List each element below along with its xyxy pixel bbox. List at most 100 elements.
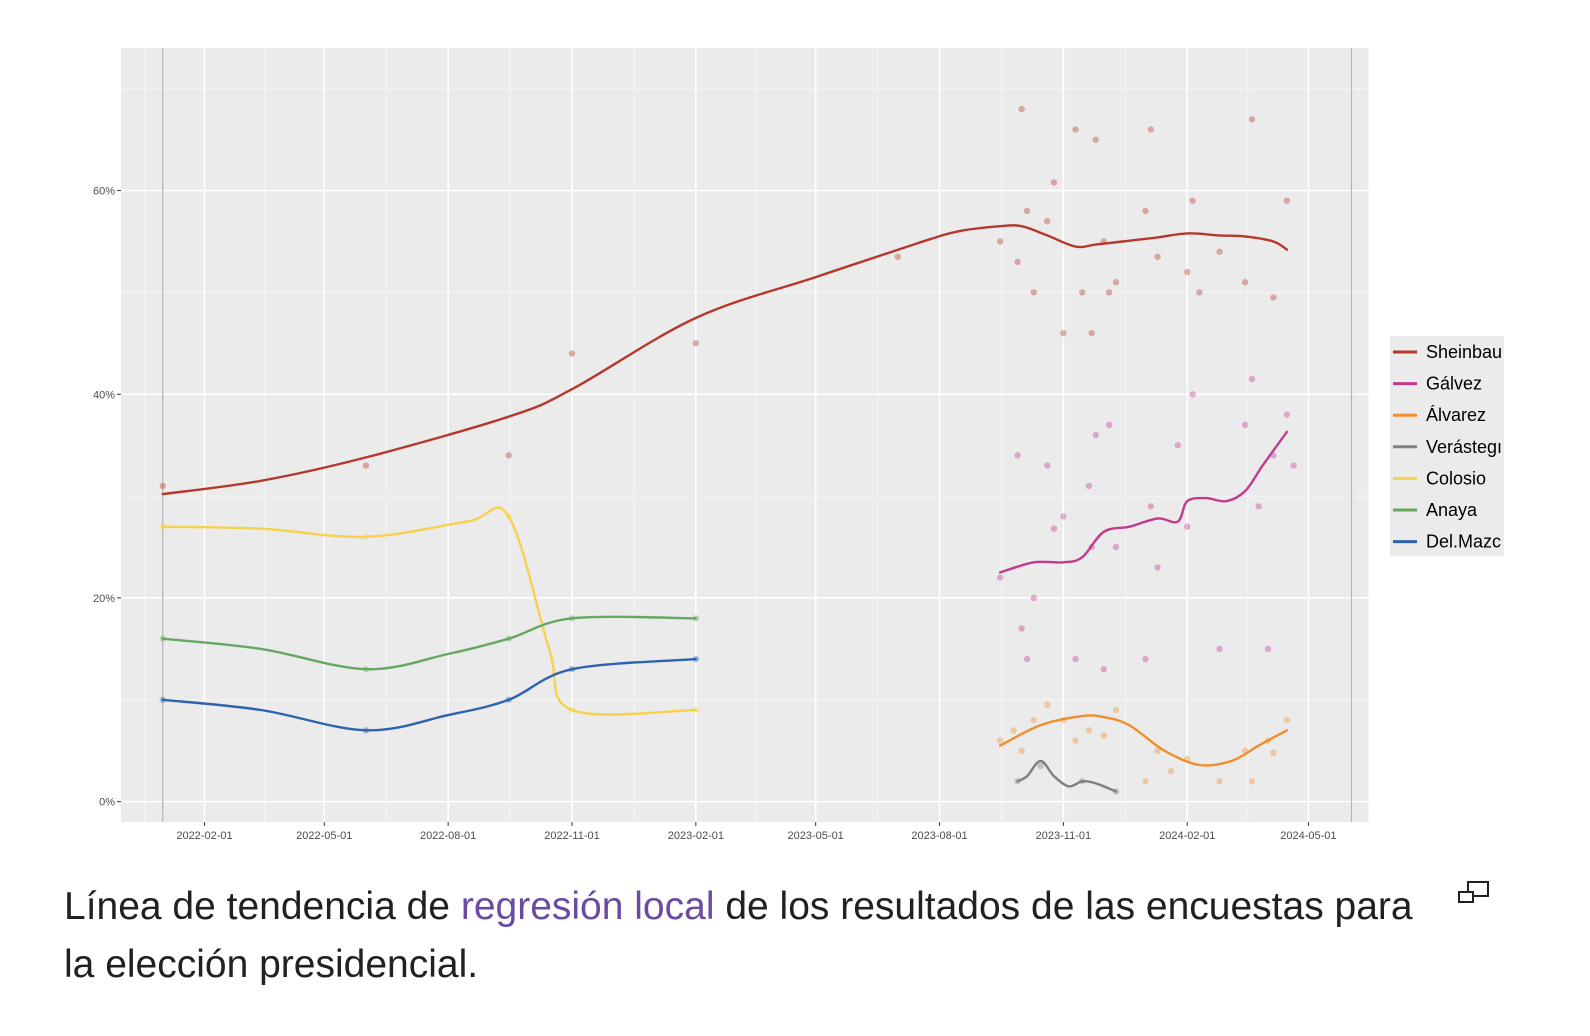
y-tick-label: 20% — [93, 593, 115, 605]
data-point-g-lvez — [1189, 391, 1196, 398]
data-point--lvarez — [1248, 778, 1256, 785]
data-point-g-lvez — [1044, 462, 1051, 469]
data-point--lvarez — [1010, 727, 1017, 734]
trend-line--lvarez — [998, 714, 1289, 767]
data-point-sheinbaum — [1147, 126, 1155, 133]
y-axis: 0% 20% 40% 60% — [93, 186, 121, 809]
data-point-sheinbaum — [1079, 289, 1086, 296]
data-point-sheinbaum — [1018, 105, 1025, 113]
data-point-ver-stegui — [1037, 762, 1044, 770]
data-point-sheinbaum — [1088, 329, 1095, 337]
legend-label-g-lvez: Gálvez — [1426, 374, 1482, 394]
x-tick-label: 2023-11-01 — [1036, 830, 1091, 842]
data-point-sheinbaum — [1142, 207, 1149, 215]
data-point-sheinbaum — [1270, 294, 1277, 301]
y-tick-label: 40% — [93, 389, 115, 401]
x-tick-label: 2022-11-01 — [544, 830, 599, 842]
data-point-g-lvez — [996, 574, 1004, 581]
grid-minor — [121, 48, 1369, 822]
data-point--lvarez — [1216, 778, 1223, 785]
data-point-sheinbaum — [568, 350, 576, 357]
data-point--lvarez — [1270, 749, 1277, 756]
data-point--lvarez — [996, 737, 1004, 744]
data-point-g-lvez — [1105, 421, 1113, 429]
trend-line-g-lvez — [998, 430, 1289, 574]
poll-trend-chart: 0% 20% 40% 60% 2022-02-01 2022-05-01 2022-08-… — [93, 48, 1504, 842]
trend-lines — [161, 224, 1289, 793]
data-point--lvarez — [1142, 778, 1149, 785]
data-point--lvarez — [1085, 727, 1093, 734]
trend-line-colosio — [161, 506, 698, 716]
data-point-sheinbaum — [159, 482, 166, 490]
trend-line-sheinbaum — [161, 224, 1289, 496]
data-point-sheinbaum — [1092, 136, 1099, 143]
legend-label-ver-stegui: Verástegı — [1426, 437, 1502, 457]
data-point-g-lvez — [1174, 441, 1182, 449]
data-point-g-lvez — [1255, 503, 1262, 510]
data-point-g-lvez — [1023, 655, 1031, 663]
data-point-g-lvez — [1248, 375, 1256, 383]
legend-label-anaya: Anaya — [1426, 500, 1478, 520]
data-point-g-lvez — [1283, 411, 1291, 418]
data-point-g-lvez — [1030, 594, 1037, 602]
data-point--lvarez — [1018, 747, 1025, 754]
data-point--lvarez — [1030, 716, 1037, 724]
data-point--lvarez — [1112, 706, 1120, 714]
data-point-g-lvez — [1241, 421, 1249, 429]
x-tick-label: 2022-08-01 — [420, 830, 476, 842]
expand-icon[interactable] — [1456, 880, 1492, 908]
x-axis: 2022-02-01 2022-05-01 2022-08-01 2022-11-01… — [176, 822, 1337, 842]
data-point-g-lvez — [1264, 645, 1272, 653]
grid-major — [121, 48, 1369, 822]
data-point-sheinbaum — [505, 452, 512, 459]
data-point-sheinbaum — [1030, 289, 1037, 296]
caption-text-before: Línea de tendencia de — [64, 885, 461, 928]
legend-label-del-mazo: Del.Mazc — [1426, 532, 1501, 552]
figure-caption: Línea de tendencia de regresión local de… — [64, 878, 1444, 994]
x-tick-label: 2022-02-01 — [176, 830, 232, 842]
x-tick-label: 2024-05-01 — [1280, 830, 1336, 842]
data-point--lvarez — [1044, 701, 1051, 709]
data-point-sheinbaum — [1216, 248, 1223, 255]
data-point-sheinbaum — [1044, 217, 1051, 225]
data-point-sheinbaum — [1112, 279, 1120, 286]
data-point-sheinbaum — [1023, 207, 1031, 215]
x-tick-label: 2023-08-01 — [911, 830, 967, 842]
data-point-g-lvez — [1092, 431, 1099, 439]
data-point-sheinbaum — [1014, 258, 1021, 266]
data-point-g-lvez — [1216, 645, 1223, 653]
data-point-g-lvez — [1060, 513, 1067, 520]
data-point-g-lvez — [1085, 482, 1093, 490]
x-tick-label: 2023-05-01 — [788, 830, 844, 842]
data-point--lvarez — [1072, 737, 1079, 744]
data-point-sheinbaum — [1248, 116, 1256, 123]
data-point-sheinbaum — [894, 253, 902, 260]
data-point-g-lvez — [1142, 655, 1149, 663]
data-point-g-lvez — [1014, 452, 1021, 459]
data-point-g-lvez — [1290, 462, 1297, 469]
data-point-g-lvez — [1072, 655, 1079, 663]
trend-line-ver-stegui — [1016, 759, 1118, 793]
caption-link-local-regression[interactable]: regresión local — [460, 885, 715, 928]
y-tick-label: 0% — [99, 797, 115, 809]
data-point-sheinbaum — [1072, 126, 1079, 133]
trend-line-anaya — [161, 615, 698, 671]
data-point-sheinbaum — [362, 462, 370, 469]
data-point-g-lvez — [1100, 666, 1107, 673]
data-point-sheinbaum — [1241, 279, 1249, 286]
plot-panel — [121, 48, 1369, 822]
data-point--lvarez — [1100, 732, 1107, 739]
data-point--lvarez — [1167, 767, 1175, 775]
data-point-sheinbaum — [1050, 179, 1058, 186]
data-point-sheinbaum — [996, 238, 1004, 245]
data-point--lvarez — [1283, 716, 1291, 724]
data-point-sheinbaum — [692, 340, 700, 347]
y-tick-label: 60% — [93, 186, 115, 198]
data-point-sheinbaum — [1283, 197, 1291, 204]
data-point-g-lvez — [1112, 543, 1120, 551]
data-point--lvarez — [1154, 747, 1161, 754]
x-tick-label: 2022-05-01 — [296, 830, 352, 842]
data-point-sheinbaum — [1196, 289, 1203, 296]
reference-vlines — [162, 48, 1353, 822]
legend-label-sheinbaum: Sheinbau — [1426, 342, 1502, 362]
